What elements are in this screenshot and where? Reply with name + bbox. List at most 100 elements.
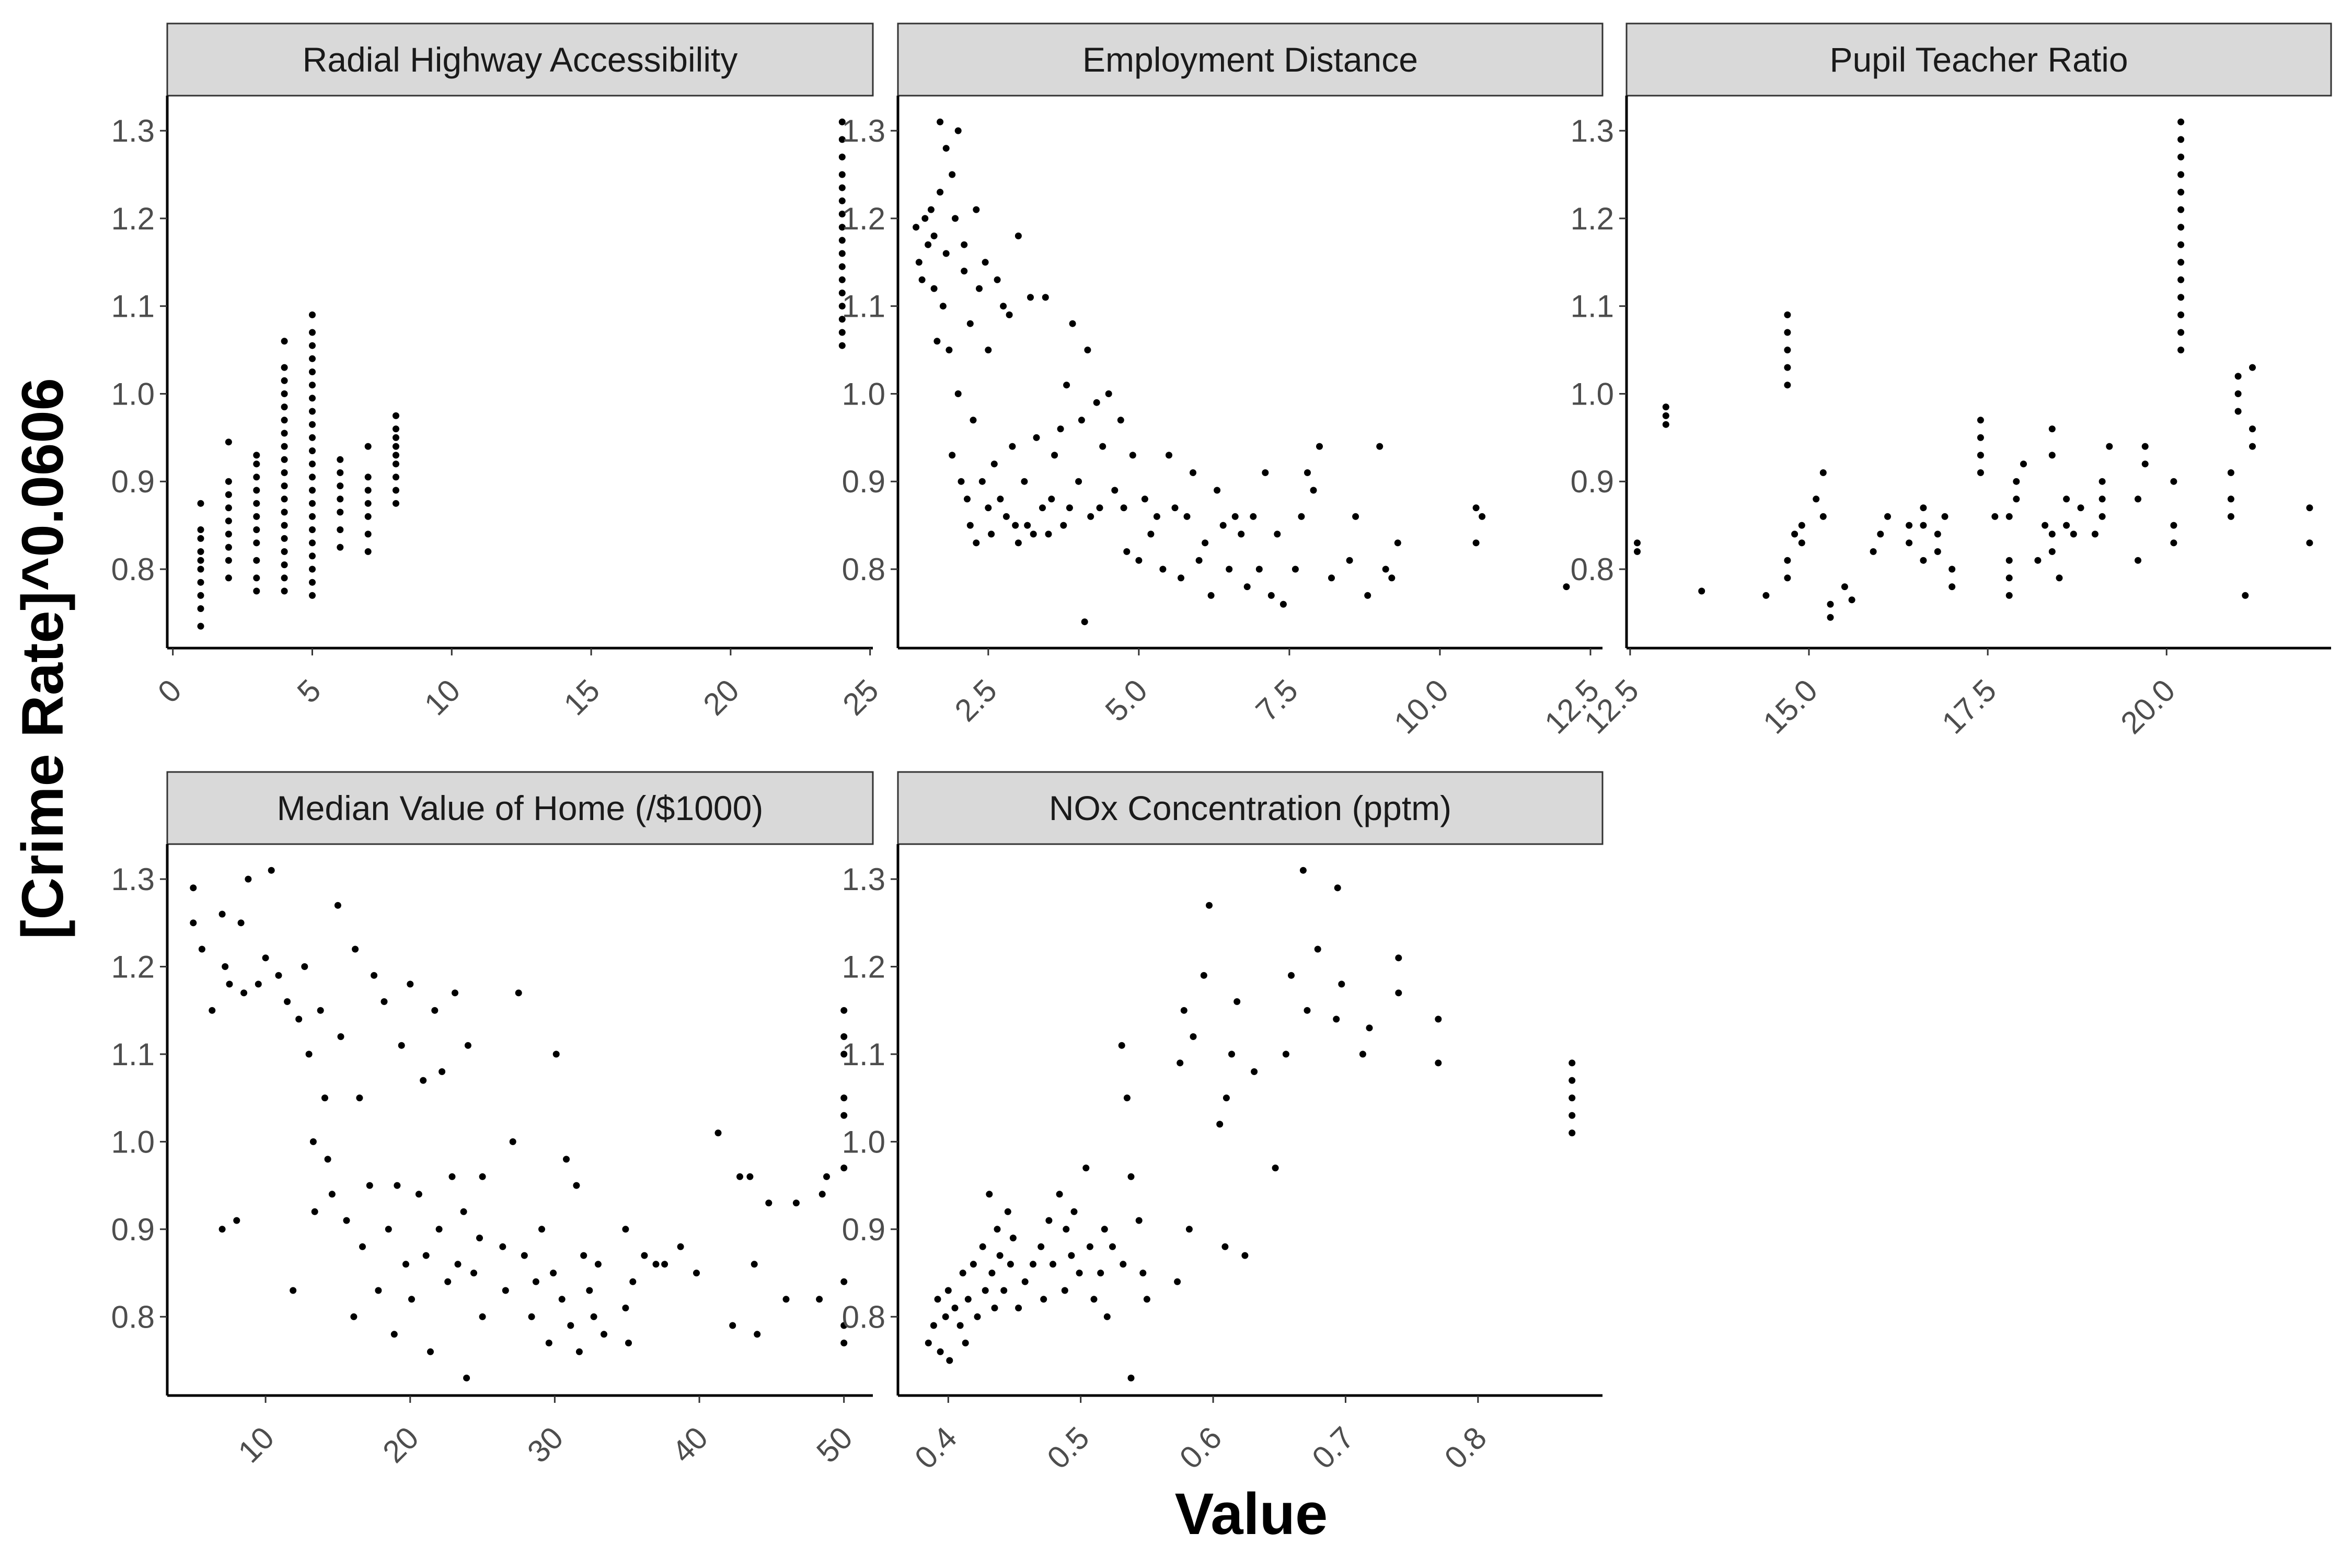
x-tick-label: 0.6 — [1173, 1420, 1228, 1475]
data-point — [1226, 566, 1233, 573]
data-point — [398, 1042, 405, 1049]
data-point — [986, 1191, 993, 1198]
data-point — [937, 118, 944, 125]
data-point — [337, 1033, 344, 1040]
data-point — [281, 364, 288, 371]
data-point — [930, 285, 938, 292]
x-tick-label: 0.8 — [1438, 1420, 1493, 1475]
data-point — [1941, 513, 1949, 520]
data-point — [1084, 347, 1091, 354]
data-point — [470, 1270, 477, 1277]
facet-panel: NOx Concentration (pptm) 0.8 0.9 1.0 1.1 1.2 1… — [842, 771, 1604, 1475]
data-point — [1030, 531, 1037, 538]
data-point — [309, 579, 316, 586]
data-point — [1920, 504, 1927, 512]
data-point — [309, 552, 316, 560]
scatter-points — [925, 867, 1576, 1381]
data-point — [918, 276, 926, 283]
data-point — [528, 1313, 535, 1320]
data-point — [1906, 522, 1913, 529]
data-point — [1784, 557, 1791, 564]
data-point — [415, 1191, 422, 1198]
data-point — [1299, 867, 1307, 874]
data-point — [2099, 513, 2106, 520]
data-point — [301, 963, 308, 970]
data-point — [1376, 443, 1383, 450]
data-point — [197, 535, 204, 542]
data-point — [994, 276, 1001, 283]
data-point — [253, 460, 260, 468]
data-point — [840, 1278, 848, 1285]
data-point — [693, 1270, 700, 1277]
data-point — [997, 495, 1004, 503]
data-point — [452, 989, 458, 997]
x-tick-label: 20 — [696, 673, 746, 722]
data-point — [1243, 583, 1251, 591]
data-point — [2306, 539, 2313, 547]
data-point — [538, 1226, 545, 1233]
data-point — [1127, 1375, 1135, 1381]
facet-strip-label: Radial Highway Accessibility — [303, 40, 738, 79]
data-point — [933, 338, 941, 345]
data-point — [840, 1165, 848, 1172]
data-point — [2005, 557, 2013, 564]
data-point — [198, 946, 205, 953]
data-point — [2170, 478, 2177, 485]
data-point — [996, 1252, 1004, 1259]
data-point — [2249, 364, 2256, 371]
data-point — [364, 513, 372, 520]
data-point — [253, 557, 260, 564]
y-tick-label: 0.8 — [111, 552, 155, 587]
data-point — [309, 434, 316, 441]
data-point — [1827, 614, 1834, 621]
data-point — [281, 469, 288, 476]
y-tick-label: 1.1 — [111, 289, 155, 324]
data-point — [1274, 531, 1281, 538]
data-point — [1120, 1261, 1127, 1268]
data-point — [197, 526, 204, 533]
data-point — [502, 1287, 509, 1294]
data-point — [309, 566, 316, 573]
data-point — [1819, 469, 1827, 476]
data-point — [1037, 1243, 1045, 1250]
data-point — [1061, 1287, 1068, 1294]
data-point — [1096, 504, 1103, 512]
data-point — [625, 1340, 632, 1346]
data-point — [840, 1112, 848, 1119]
data-point — [1435, 1059, 1442, 1067]
x-tick-label: 0.7 — [1305, 1420, 1361, 1475]
data-point — [281, 587, 288, 595]
data-point — [408, 1296, 415, 1303]
data-point — [2091, 531, 2099, 538]
data-point — [1042, 294, 1049, 301]
y-tick-label: 1.2 — [842, 201, 885, 236]
data-point — [942, 145, 950, 152]
data-point — [838, 342, 846, 349]
data-point — [197, 592, 204, 599]
data-point — [838, 276, 846, 283]
data-point — [337, 456, 344, 463]
scatter-points — [913, 118, 1570, 626]
data-point — [973, 206, 980, 213]
data-point — [359, 1243, 366, 1250]
data-point — [1662, 412, 1669, 419]
scatter-points — [1634, 118, 2313, 621]
data-point — [1228, 1051, 1235, 1058]
facet-strip-label: NOx Concentration (pptm) — [1049, 789, 1451, 827]
data-point — [838, 153, 846, 160]
data-point — [309, 513, 316, 520]
data-point — [573, 1182, 580, 1189]
data-point — [601, 1331, 607, 1338]
data-point — [930, 232, 938, 239]
data-point — [2234, 390, 2242, 397]
data-point — [262, 954, 269, 962]
data-point — [946, 347, 953, 354]
data-point — [652, 1261, 660, 1268]
data-point — [1316, 443, 1323, 450]
data-point — [311, 1208, 318, 1215]
data-point — [281, 390, 288, 397]
data-point — [454, 1261, 462, 1268]
data-point — [2135, 557, 2141, 564]
data-point — [1394, 539, 1401, 547]
data-point — [1819, 513, 1827, 520]
